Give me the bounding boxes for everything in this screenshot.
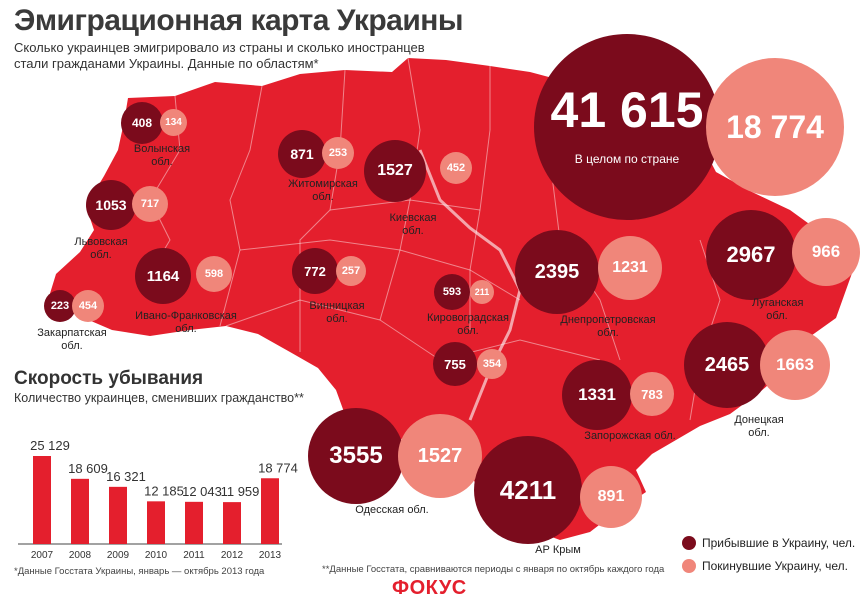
region-lviv-left: 717 (132, 186, 168, 222)
legend-left-label: Покинувшие Украину, чел. (702, 559, 848, 573)
bar-value-label: 12 185 (144, 483, 184, 498)
fokus-logo: ФОКУС (392, 577, 467, 599)
region-kyiv-arrived: 1527 (364, 140, 426, 202)
region-dnipropetrovsk-label: Днепропетровская обл. (560, 314, 656, 339)
region-ivano-frankivsk-arrived: 1164 (135, 248, 191, 304)
page-title: Эмиграционная карта Украины (14, 4, 464, 37)
speed-title: Скорость убывания (14, 368, 204, 389)
chart-footnote: *Данные Госстата Украины, январь — октяб… (14, 566, 265, 577)
region-lviv-label: Львовская обл. (74, 236, 128, 261)
region-zaporizhzhia-left: 783 (630, 372, 674, 416)
region-kyiv-label: Киевская обл. (389, 212, 437, 237)
region-zaporizhzhia-label: Запорожская обл. (584, 430, 676, 442)
region-odesa-left: 1527 (398, 414, 482, 498)
region-zhytomyr-label: Житомирская обл. (288, 178, 358, 203)
region-odesa-label: Одесская обл. (355, 504, 429, 516)
region-zakarpattia-arrived: 223 (44, 290, 76, 322)
legend-arrived-dot (682, 536, 696, 550)
region-crimea-left: 891 (580, 466, 642, 528)
bar-2012 (223, 502, 241, 544)
region-zaporizhzhia-arrived: 1331 (562, 360, 632, 430)
region-kirovohrad-arrived: 593 (434, 274, 470, 310)
year-tick-label: 2010 (145, 550, 168, 561)
page-subtitle: Сколько украинцев эмигрировало из страны… (14, 40, 425, 71)
bar-2008 (71, 478, 89, 544)
region-ivano-frankivsk-left: 598 (196, 256, 232, 292)
region-crimea-label: АР Крым (535, 544, 581, 556)
region-zakarpattia-left: 454 (72, 290, 104, 322)
year-tick-label: 2008 (69, 550, 92, 561)
region-volyn-left: 134 (160, 109, 187, 136)
bar-value-label: 25 129 (30, 438, 70, 453)
region-lviv-arrived: 1053 (86, 180, 136, 230)
bar-2007 (33, 456, 51, 544)
region-vinnytsia-arrived: 772 (292, 248, 338, 294)
region-luhansk-left: 966 (792, 218, 860, 286)
region-mykolaiv-arrived: 755 (433, 342, 477, 386)
year-tick-label: 2009 (107, 550, 130, 561)
bar-value-label: 18 609 (68, 461, 108, 476)
region-vinnytsia-label: Винницкая обл. (309, 300, 365, 325)
region-zhytomyr-left: 253 (322, 137, 354, 169)
bar-value-label: 18 774 (258, 460, 298, 475)
region-donetsk-left: 1663 (760, 330, 830, 400)
region-dnipropetrovsk-left: 1231 (598, 236, 662, 300)
total-arrived-value: 41 615 (550, 82, 704, 138)
total-left-circle: 18 774 (706, 58, 844, 196)
region-volyn-arrived: 408 (121, 102, 163, 144)
bar-value-label: 11 959 (221, 484, 260, 499)
bar-2013 (261, 478, 279, 544)
region-odesa-arrived: 3555 (308, 408, 404, 504)
region-volyn-label: Волынская обл. (133, 143, 191, 168)
region-vinnytsia-left: 257 (336, 256, 366, 286)
legend-left: Покинувшие Украину, чел. (682, 559, 848, 573)
region-luhansk-label: Луганская обл. (752, 297, 804, 322)
bar-value-label: 12 043 (182, 484, 222, 499)
total-arrived-circle: 41 615 (534, 34, 720, 220)
region-donetsk-label: Донецкая обл. (734, 414, 784, 439)
bar-2009 (109, 486, 127, 544)
legend-left-dot (682, 559, 696, 573)
region-donetsk-arrived: 2465 (684, 322, 770, 408)
region-ivano-frankivsk-label: Ивано-Франковская обл. (135, 310, 237, 335)
region-zakarpattia-label: Закарпатская обл. (37, 327, 107, 352)
map-footnote: **Данные Госстата, сравниваются периоды … (322, 564, 665, 575)
region-kyiv-left: 452 (440, 152, 472, 184)
region-mykolaiv-left: 354 (477, 349, 507, 379)
region-dnipropetrovsk-arrived: 2395 (515, 230, 599, 314)
total-left-value: 18 774 (726, 108, 824, 145)
year-tick-label: 2012 (221, 550, 244, 561)
total-caption: В целом по стране (574, 152, 680, 166)
year-tick-label: 2013 (259, 550, 282, 561)
legend-arrived-label: Прибывшие в Украину, чел. (702, 536, 856, 550)
region-kirovohrad-left: 211 (470, 280, 494, 304)
legend-arrived: Прибывшие в Украину, чел. (682, 536, 855, 550)
region-kirovohrad-label: Кировоградская обл. (427, 312, 509, 337)
region-luhansk-arrived: 2967 (706, 210, 796, 300)
bar-2010 (147, 501, 165, 544)
bar-2011 (185, 501, 203, 544)
speed-subtitle: Количество украинцев, сменивших гражданс… (14, 391, 304, 405)
region-zhytomyr-arrived: 871 (278, 130, 326, 178)
bar-value-label: 16 321 (106, 469, 146, 484)
year-tick-label: 2007 (31, 550, 54, 561)
region-crimea-arrived: 4211 (474, 436, 582, 544)
year-tick-label: 2011 (183, 550, 205, 561)
